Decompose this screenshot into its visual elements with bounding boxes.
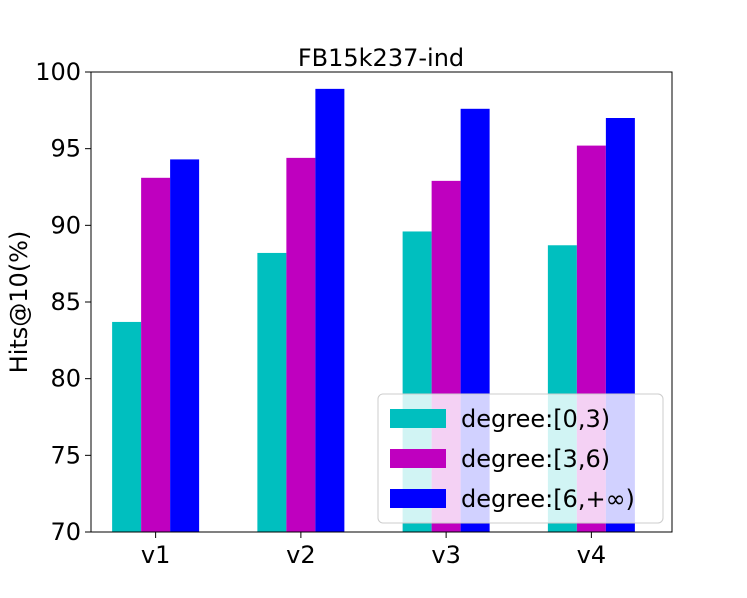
legend-swatch-1 (390, 449, 446, 468)
y-tick-label: 85 (50, 288, 81, 316)
bar-v1-series-0 (112, 321, 142, 532)
y-tick-label: 75 (50, 441, 81, 469)
y-axis-label: Hits@10(%) (5, 231, 33, 374)
y-tick-label: 70 (50, 518, 81, 546)
legend-box (377, 393, 664, 524)
x-tick-label-v2: v2 (286, 541, 315, 569)
x-tick-label-v3: v3 (431, 541, 460, 569)
legend-label-0: degree:[0,3) (461, 405, 610, 433)
y-tick-label: 95 (50, 135, 81, 163)
y-tick-label: 100 (35, 58, 81, 86)
bar-v1-series-1 (141, 177, 171, 533)
legend-label-1: degree:[3,6) (461, 445, 610, 473)
legend-label-2: degree:[6,+∞) (461, 485, 635, 513)
bar-v2-series-2 (315, 88, 345, 532)
y-tick-label: 90 (50, 211, 81, 239)
x-axis-ticks: v1 v2 v3 v4 (141, 532, 606, 569)
bar-v2-series-1 (286, 157, 316, 532)
bar-v1-series-2 (170, 159, 200, 532)
chart-title: FB15k237-ind (298, 44, 464, 72)
legend: degree:[0,3) degree:[3,6) degree:[6,+∞) (377, 393, 664, 524)
legend-swatch-0 (390, 409, 446, 428)
bar-v2-series-0 (257, 252, 287, 532)
plot-frame (90, 71, 673, 533)
x-tick-label-v4: v4 (577, 541, 606, 569)
y-axis-ticks: 70 75 80 85 90 95 100 (35, 58, 91, 546)
y-tick-label: 80 (50, 365, 81, 393)
x-tick-label-v1: v1 (141, 541, 170, 569)
legend-swatch-2 (390, 489, 446, 508)
